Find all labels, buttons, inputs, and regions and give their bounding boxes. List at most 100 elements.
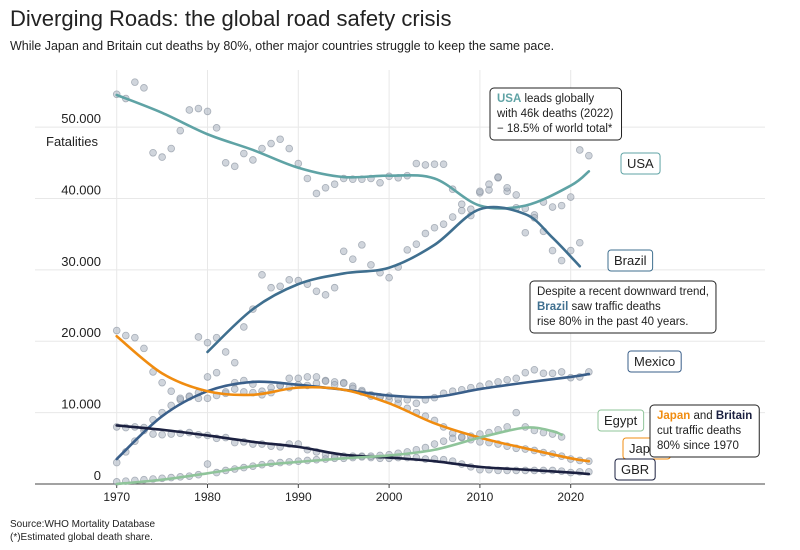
annotation-line: Brazil saw traffic deaths [537,301,661,313]
data-point [521,368,530,377]
data-point [158,430,166,439]
data-point [303,373,312,381]
y-tick-label: 0 [94,468,101,483]
annotation-box [649,404,760,458]
data-point [176,394,185,403]
data-point [548,203,557,211]
data-point [494,173,502,181]
data-point [367,261,375,269]
annotation-text: with 46k deaths (2022) [496,108,614,120]
annotation-text: USA [497,93,521,105]
data-point [539,369,548,378]
data-point [203,338,212,347]
series-label: Brazil [607,249,654,272]
annotation-text: Japan [657,410,690,422]
trend-line [115,334,591,463]
data-point [339,247,348,256]
data-point [321,291,330,299]
annotation-line: rise 80% in the past 40 years. [537,316,689,328]
data-point [503,375,511,384]
annotation-text: − 18.5% of world total* [497,123,613,135]
annotation-text: cut traffic deaths [657,425,741,437]
data-point [566,246,575,255]
data-point [194,104,203,113]
x-tick-label: 1980 [194,490,221,504]
data-point [203,107,212,116]
annotation-line: with 46k deaths (2022) [496,108,614,120]
data-point [548,246,557,255]
data-point [485,180,493,189]
data-point [230,162,239,171]
series-label: Egypt [597,409,645,432]
data-point [158,153,166,161]
data-point [439,160,448,169]
data-point [448,213,457,221]
data-point [131,333,139,342]
data-point [557,201,566,210]
data-point [557,256,566,265]
data-point [521,228,530,237]
data-point [249,156,257,164]
data-point [267,139,275,148]
y-tick-label: 50.000 [61,111,101,126]
data-point [430,223,439,232]
data-point [421,229,430,238]
data-point [585,151,593,160]
data-point [575,238,584,247]
data-point [575,146,584,154]
data-point [348,255,357,263]
data-point [321,183,330,192]
data-point [212,368,221,377]
series-label-box [614,458,656,481]
series-label-text: GBR [621,462,649,477]
data-point [430,160,439,169]
x-tick-label: 2000 [376,490,403,504]
annotation-line: cut traffic deaths [657,425,741,437]
y-axis-label: Fatalities [46,134,99,149]
data-point [312,189,321,198]
data-point [339,379,348,388]
data-point [566,193,575,201]
data-point [276,282,284,291]
series-label: GBR [614,458,656,481]
data-point [330,180,339,189]
data-point [149,430,157,438]
series-label-text: USA [627,156,654,171]
trend-line [115,426,563,486]
annotation-text: and [690,410,716,422]
series-label-text: Egypt [604,413,638,428]
data-point [421,161,430,169]
series-label: USA [620,152,661,175]
data-point [285,144,294,153]
data-point [230,358,239,367]
footnote: (*)Estimated global death share. [10,532,153,543]
data-point [494,378,502,386]
data-point [240,323,248,331]
y-tick-label: 40.000 [61,182,101,197]
data-point [140,84,148,92]
annotation-box [489,87,623,141]
annotation-text: Despite a recent downward trend, [537,286,709,298]
annotation-line: − 18.5% of world total* [497,123,613,135]
data-point [167,387,175,396]
data-point [412,240,421,248]
data-point [285,374,294,383]
data-point [403,246,412,254]
data-point [203,394,212,403]
data-point [258,144,266,153]
data-point [285,276,294,284]
trend-line [206,205,582,354]
x-tick-label: 2010 [467,490,494,504]
data-point [430,440,439,448]
series-label: Mexico [627,350,682,373]
chart-title: Diverging Roads: the global road safety … [10,6,451,31]
data-point [330,283,339,292]
data-point [412,399,421,408]
data-point [212,124,221,132]
x-tick-label: 1990 [285,490,312,504]
data-point [530,365,539,374]
annotation-text: Britain [716,410,752,422]
data-point [512,374,521,383]
data-point [221,158,230,167]
